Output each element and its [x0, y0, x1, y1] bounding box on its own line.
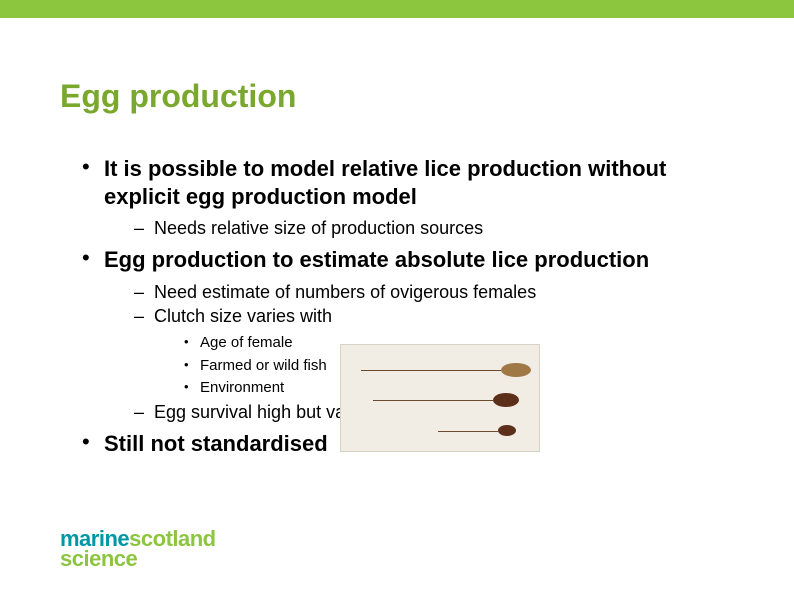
accent-top-bar — [0, 0, 794, 18]
dash-item: Needs relative size of production source… — [134, 216, 734, 240]
dash-item: Need estimate of numbers of ovigerous fe… — [134, 280, 734, 304]
lice-body — [498, 425, 516, 436]
logo-line-2: science — [60, 548, 216, 570]
dash-text: Clutch size varies with — [154, 306, 332, 326]
footer-logo: marinescotland science — [60, 528, 216, 570]
lice-body — [501, 363, 531, 377]
bullet-text: It is possible to model relative lice pr… — [104, 155, 734, 210]
lice-photo — [340, 344, 540, 452]
lice-tail — [361, 370, 501, 371]
lice-tail — [438, 431, 498, 432]
lice-tail — [373, 400, 493, 401]
dash-list: Needs relative size of production source… — [104, 216, 734, 240]
lice-body — [493, 393, 519, 407]
logo-word-scotland: scotland — [129, 526, 215, 551]
bullet-item: It is possible to model relative lice pr… — [82, 155, 734, 240]
bullet-text: Egg production to estimate absolute lice… — [104, 246, 734, 274]
slide-title: Egg production — [60, 78, 734, 115]
